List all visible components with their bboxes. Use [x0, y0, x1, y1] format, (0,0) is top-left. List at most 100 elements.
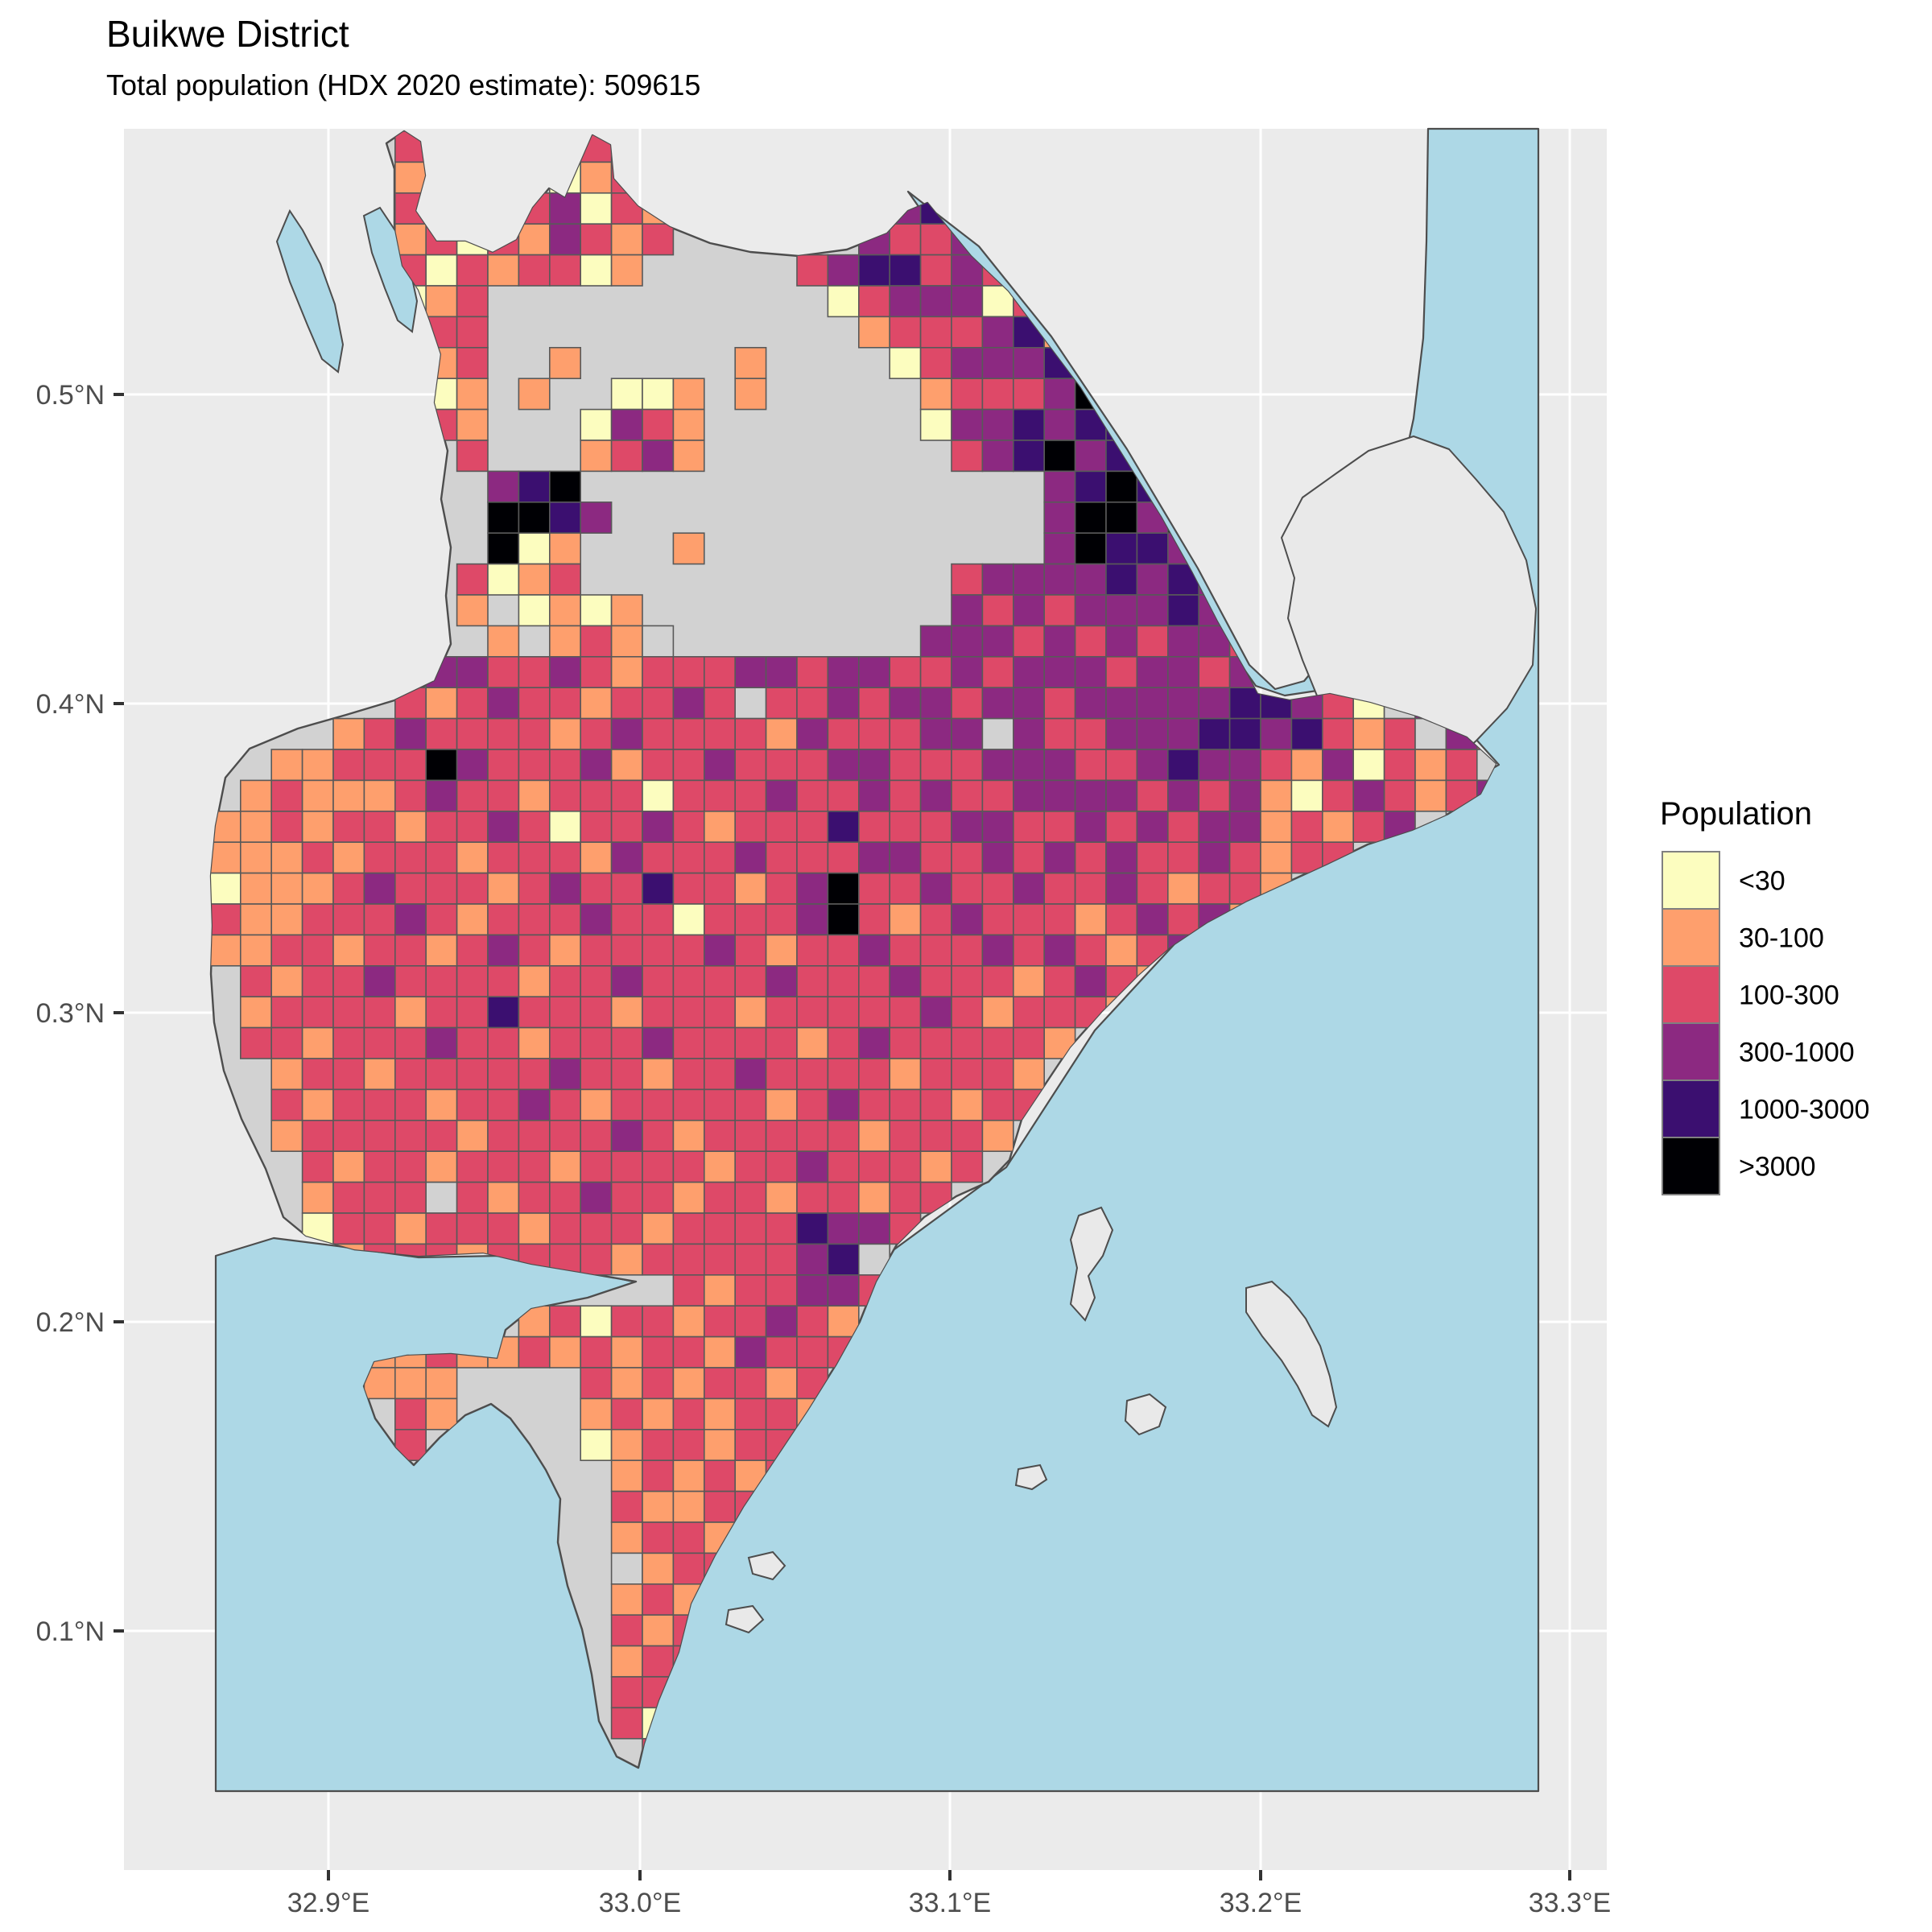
population-cell	[610, 1459, 643, 1492]
population-cell	[1043, 810, 1076, 843]
population-cell	[734, 1026, 767, 1059]
population-cell	[456, 1088, 489, 1121]
population-cell	[548, 1181, 581, 1214]
population-cell	[796, 1274, 829, 1307]
population-cell	[672, 1429, 705, 1462]
population-cell	[1074, 408, 1107, 441]
population-cell	[703, 717, 736, 750]
population-cell	[425, 749, 458, 782]
population-cell	[796, 1212, 829, 1245]
population-cell	[394, 934, 427, 967]
population-cell	[518, 655, 551, 688]
population-cell	[332, 841, 365, 874]
population-cell	[672, 1305, 705, 1338]
population-cell	[1013, 625, 1046, 658]
population-cell	[951, 810, 984, 843]
population-cell	[827, 1243, 860, 1276]
population-cell	[1445, 749, 1478, 782]
population-cell	[1167, 749, 1200, 782]
population-cell	[889, 254, 922, 287]
population-cell	[642, 841, 675, 874]
population-cell	[1043, 872, 1076, 905]
y-tick-label: 0.4°N	[36, 689, 105, 720]
population-cell	[610, 378, 643, 411]
population-cell	[270, 1026, 303, 1059]
population-cell	[981, 625, 1014, 658]
population-cell	[518, 1335, 551, 1368]
population-cell	[580, 223, 613, 256]
population-cell	[487, 1120, 520, 1153]
population-cell	[1136, 687, 1169, 720]
population-cell	[642, 1181, 675, 1214]
population-cell	[487, 1181, 520, 1214]
population-cell	[239, 996, 272, 1029]
population-cell	[642, 655, 675, 688]
population-cell	[734, 1305, 767, 1338]
population-cell	[270, 779, 303, 812]
population-cell	[642, 1397, 675, 1430]
population-cell	[642, 223, 675, 256]
population-cell	[919, 872, 952, 905]
population-cell	[889, 903, 922, 936]
population-cell	[703, 1429, 736, 1462]
population-cell	[1105, 872, 1138, 905]
population-cell	[1105, 749, 1138, 782]
population-cell	[642, 717, 675, 750]
population-cell	[796, 1305, 829, 1338]
population-cell	[610, 1181, 643, 1214]
population-cell	[580, 655, 613, 688]
population-cell	[703, 1026, 736, 1059]
population-cell	[239, 810, 272, 843]
population-cell	[703, 996, 736, 1029]
population-cell	[456, 996, 489, 1029]
population-cell	[487, 1212, 520, 1245]
population-cell	[610, 1429, 643, 1462]
population-cell	[1228, 779, 1261, 812]
population-cell	[456, 687, 489, 720]
population-cell	[951, 440, 984, 473]
population-cell	[765, 779, 798, 812]
population-cell	[951, 594, 984, 627]
population-cell	[301, 903, 334, 936]
population-cell	[456, 285, 489, 318]
population-cell	[765, 903, 798, 936]
population-cell	[363, 1150, 396, 1183]
population-cell	[239, 903, 272, 936]
population-cell	[456, 316, 489, 349]
population-cell	[518, 501, 551, 534]
population-cell	[363, 996, 396, 1029]
population-cell	[332, 810, 365, 843]
population-cell	[425, 872, 458, 905]
population-cell	[981, 872, 1014, 905]
population-cell	[734, 1429, 767, 1462]
population-cell	[703, 1181, 736, 1214]
population-cell	[765, 687, 798, 720]
population-cell	[827, 285, 860, 318]
population-cell	[981, 687, 1014, 720]
population-cell	[1228, 687, 1261, 720]
population-cell	[796, 810, 829, 843]
population-cell	[642, 1150, 675, 1183]
population-cell	[981, 408, 1014, 441]
population-cell	[1105, 625, 1138, 658]
population-cell	[919, 1150, 952, 1183]
population-cell	[610, 872, 643, 905]
population-cell	[518, 810, 551, 843]
population-cell	[1074, 687, 1107, 720]
population-cell	[827, 655, 860, 688]
population-cell	[456, 872, 489, 905]
population-cell	[672, 1367, 705, 1400]
population-cell	[301, 1026, 334, 1059]
population-cell	[672, 965, 705, 998]
population-cell	[394, 903, 427, 936]
population-cell	[394, 1088, 427, 1121]
population-cell	[642, 1614, 675, 1647]
population-cell	[363, 1058, 396, 1091]
y-tick-label: 0.3°N	[36, 998, 105, 1029]
population-cell	[580, 1397, 613, 1430]
legend-swatch-1000-3000	[1662, 1080, 1720, 1138]
population-cell	[1414, 749, 1447, 782]
population-cell	[889, 934, 922, 967]
population-cell	[1167, 810, 1200, 843]
population-cell	[981, 810, 1014, 843]
